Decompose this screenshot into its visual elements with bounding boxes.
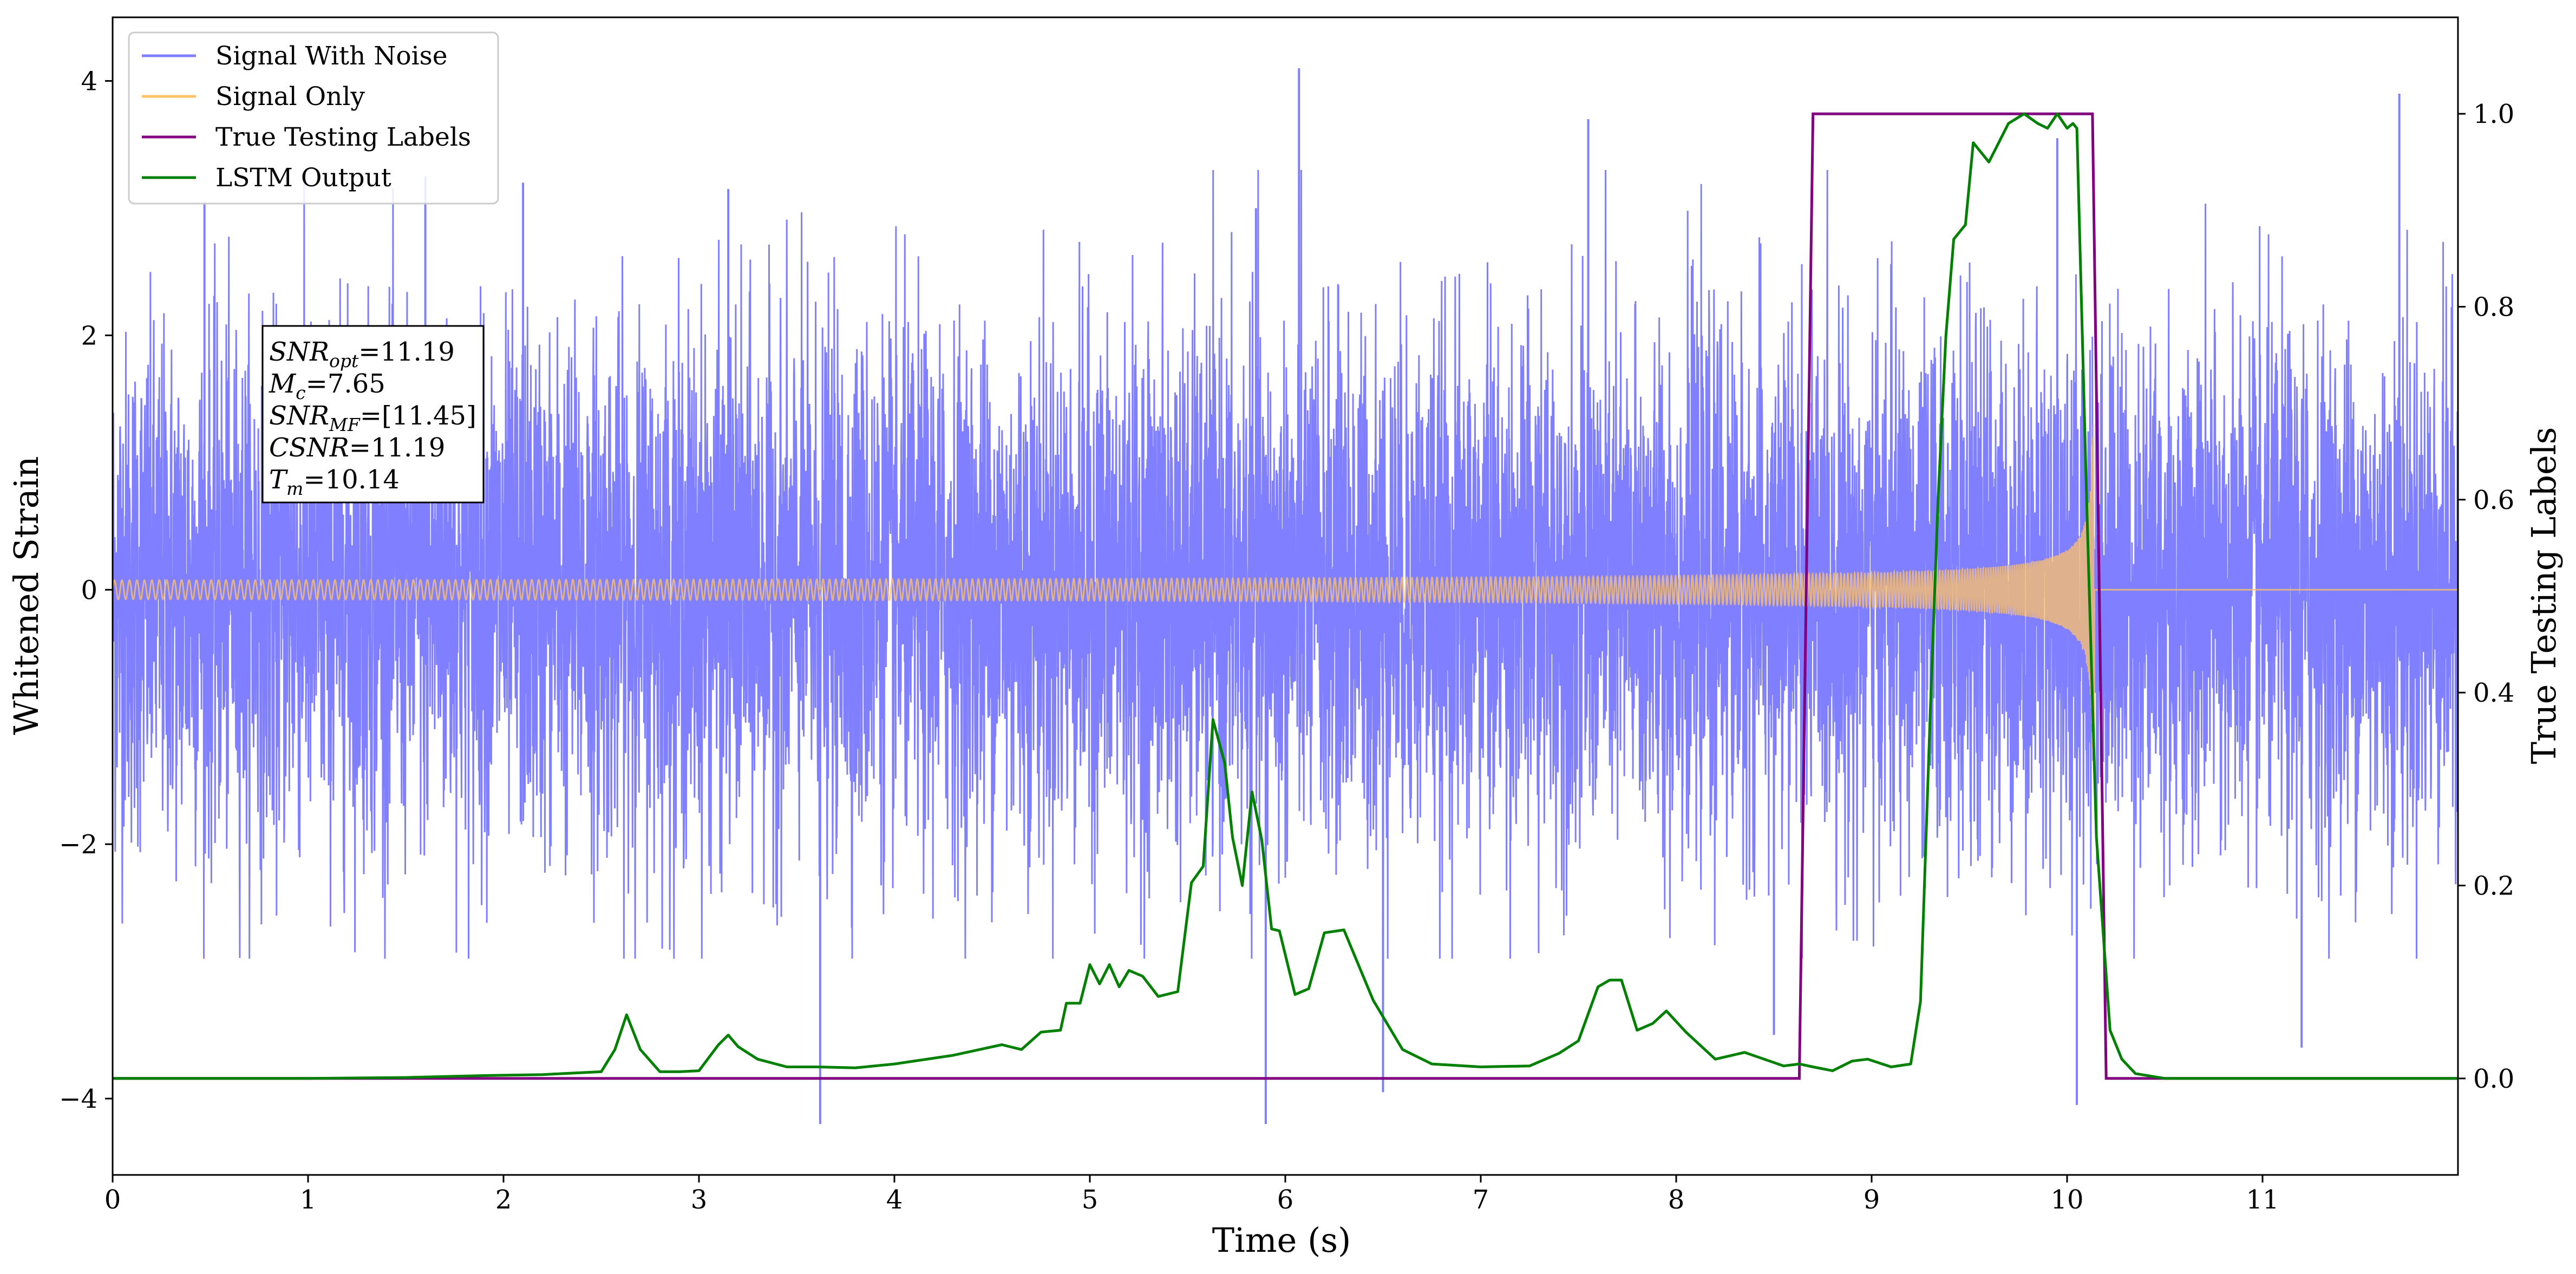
annotation-line: SNRMF=[11.45] [269,401,476,435]
annotation-symbol: T [269,465,288,495]
y-right-tick-label: 0.4 [2473,678,2514,708]
y-left-tick-label: 0 [81,575,97,605]
annotation-symbol: SNR [269,337,329,367]
x-axis: 0 1 2 3 4 5 6 7 8 9 10 11 [104,1175,2279,1215]
x-tick-label: 8 [1668,1185,1685,1215]
legend: Signal With Noise Signal Only True Testing… [128,31,499,205]
x-tick-label: 1 [300,1185,317,1215]
x-tick-label: 10 [2050,1185,2083,1215]
annotation-value: =[11.45] [360,401,476,431]
x-tick-label: 4 [886,1185,903,1215]
x-tick-label: 2 [495,1185,512,1215]
annotation-subscript: opt [329,350,359,371]
signal-only-line [113,424,2458,749]
x-axis-label: Time (s) [1212,1220,1351,1260]
signal-only-series [113,424,2458,749]
y-axis-right-label: True Testing Labels [2524,427,2564,765]
y-axis-right: 0.0 0.2 0.4 0.6 0.8 1.0 [2458,99,2514,1094]
x-tick-label: 6 [1277,1185,1294,1215]
y-right-tick-label: 0.0 [2473,1064,2514,1094]
legend-label: Signal Only [215,82,365,112]
annotation-symbol: SNR [269,401,329,431]
x-tick-label: 5 [1082,1185,1099,1215]
y-left-tick-label: 2 [81,321,97,351]
x-tick-label: 11 [2246,1185,2279,1215]
x-tick-label: 3 [691,1185,708,1215]
y-right-tick-label: 0.2 [2473,871,2514,901]
annotation-line: SNRopt=11.19 [269,337,455,371]
y-right-tick-label: 1.0 [2473,99,2514,129]
legend-label: True Testing Labels [215,122,471,152]
x-tick-label: 9 [1864,1185,1880,1215]
annotation-value: =11.19 [358,337,455,367]
y-axis-left: −4 −2 0 2 4 [59,66,113,1114]
lstm-output-series [113,112,2458,1080]
lstm-output-line [113,112,2458,1080]
parameters-annotation: SNRopt=11.19Mc=7.65SNRMF=[11.45]CSNR=11.… [261,325,485,504]
annotation-line: Tm=10.14 [269,465,400,499]
legend-label: LSTM Output [215,163,391,193]
y-axis-left-label: Whitened Strain [6,456,46,735]
annotation-subscript: c [296,382,305,403]
annotation-subscript: MF [329,414,361,435]
annotation-box [261,325,485,504]
annotation-subscript: m [286,478,303,499]
annotation-value: =7.65 [306,369,385,399]
annotation-symbol: M [269,369,297,399]
y-left-tick-label: 4 [81,66,97,96]
legend-box [128,31,499,205]
annotation-line: CSNR=11.19 [269,433,445,463]
y-left-tick-label: −2 [59,829,97,860]
annotation-value: =10.14 [303,465,400,495]
x-tick-label: 7 [1473,1185,1489,1215]
y-left-tick-label: −4 [59,1084,97,1114]
x-tick-label: 0 [104,1185,121,1215]
legend-label: Signal With Noise [215,41,448,71]
annotation-value: =11.19 [349,433,446,463]
annotation-line: Mc=7.65 [269,369,385,403]
annotation-symbol: CSNR [269,433,349,463]
y-right-tick-label: 0.8 [2473,292,2514,323]
y-right-tick-label: 0.6 [2473,485,2514,515]
